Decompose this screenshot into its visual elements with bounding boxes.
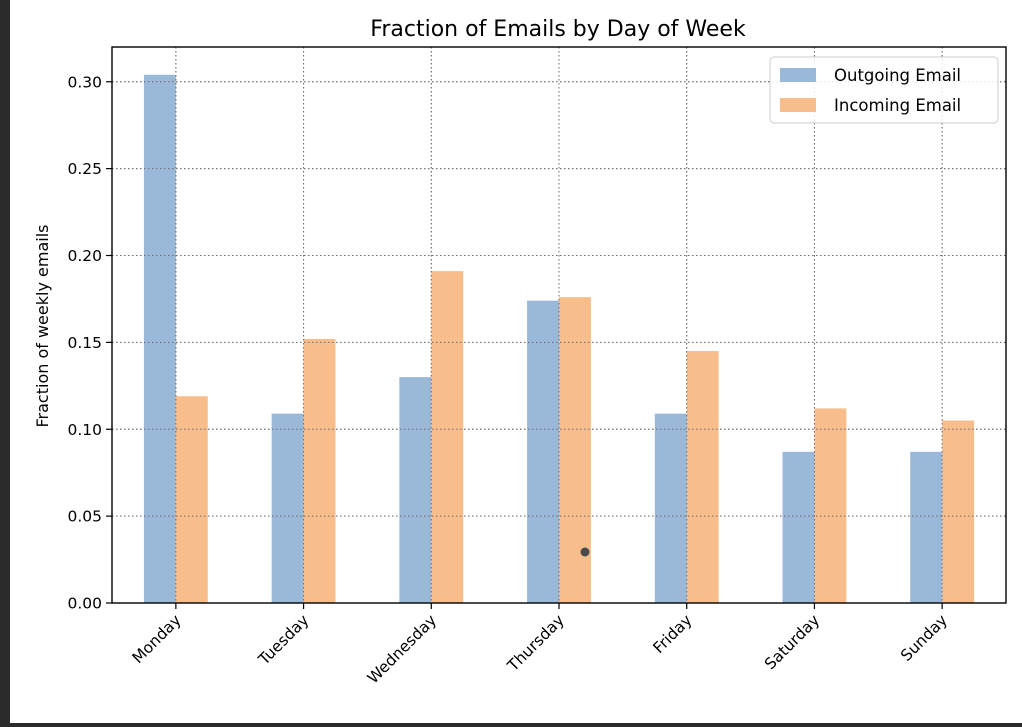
- y-tick-label: 0.10: [67, 421, 102, 439]
- bar-outgoing: [143, 74, 176, 604]
- x-tick-label: Saturday: [761, 611, 823, 673]
- chart-title: Fraction of Emails by Day of Week: [370, 17, 746, 42]
- plot-frame: [111, 46, 1007, 604]
- x-tick-label: Monday: [129, 611, 185, 667]
- bar-outgoing: [399, 377, 432, 603]
- x-tick-label: Tuesday: [254, 611, 312, 669]
- bar-incoming: [175, 396, 208, 603]
- x-tick-label: Friday: [650, 611, 696, 657]
- bar-chart: Fraction of Emails by Day of Week Fracti…: [33, 17, 1007, 687]
- legend-swatch: [780, 98, 816, 112]
- bar-incoming: [814, 408, 847, 603]
- chart-figure: Fraction of Emails by Day of Week Fracti…: [10, 0, 1022, 723]
- y-tick-label: 0.30: [67, 73, 102, 91]
- bar-incoming: [942, 420, 975, 603]
- y-axis-label: Fraction of weekly emails: [33, 225, 52, 428]
- bar-outgoing: [910, 451, 943, 603]
- y-tick-label: 0.25: [67, 160, 102, 178]
- bars: [112, 47, 1006, 604]
- y-tick-label: 0.15: [67, 334, 102, 352]
- legend-box: [769, 56, 999, 124]
- legend: Outgoing Email Incoming Email: [769, 56, 999, 124]
- bar-outgoing: [782, 451, 815, 603]
- bar-outgoing: [271, 413, 304, 603]
- window-left-edge: [0, 0, 10, 723]
- mouse-cursor-dot: [580, 547, 590, 557]
- bar-incoming: [559, 297, 591, 603]
- bar-outgoing: [527, 300, 559, 603]
- bar-outgoing: [654, 413, 687, 603]
- bar-incoming: [303, 338, 336, 603]
- legend-label: Outgoing Email: [834, 66, 961, 85]
- x-tick-label: Wednesday: [364, 611, 440, 687]
- y-tick-label: 0.05: [67, 508, 102, 526]
- x-tick-label: Thursday: [503, 611, 567, 675]
- legend-label: Incoming Email: [834, 96, 961, 115]
- y-tick-label: 0.00: [67, 595, 102, 613]
- legend-swatch: [780, 68, 816, 82]
- x-tick-label: Sunday: [897, 611, 951, 665]
- bar-incoming: [431, 271, 464, 603]
- bar-incoming: [686, 351, 719, 603]
- y-tick-label: 0.20: [67, 247, 102, 265]
